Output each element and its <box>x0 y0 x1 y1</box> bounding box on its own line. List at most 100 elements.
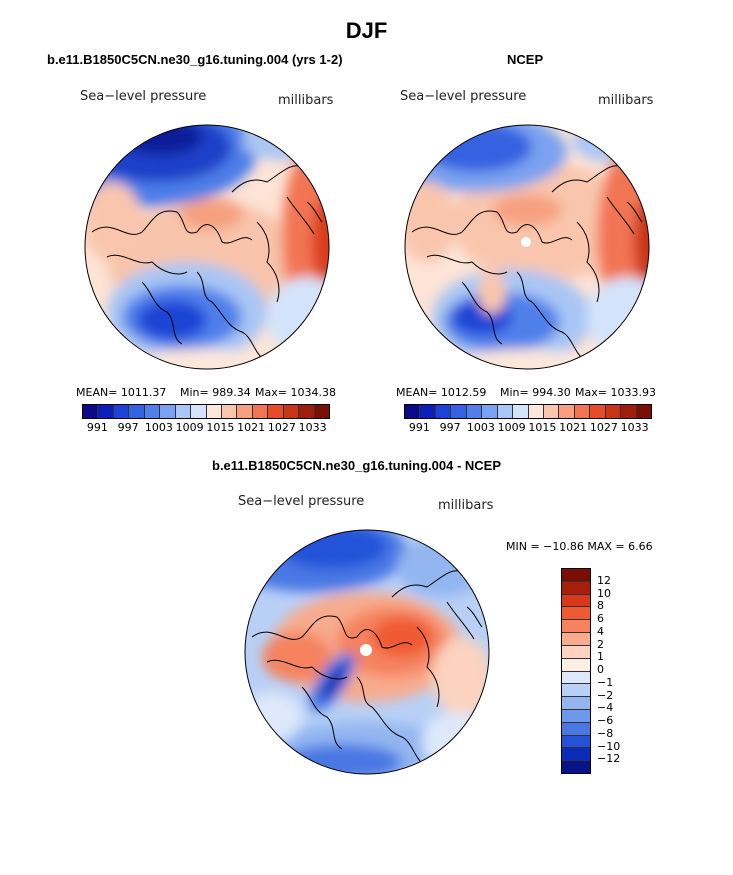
colorbar-swatch <box>435 405 452 418</box>
colorbar-swatch <box>113 405 130 418</box>
colorbar-swatch <box>98 405 114 418</box>
colorbar-swatch <box>206 405 222 418</box>
obs-max-stat: Max= 1033.93 <box>575 386 656 399</box>
colorbar-swatch <box>420 405 436 418</box>
diff-units-label: millibars <box>438 498 494 513</box>
colorbar-swatch <box>562 735 590 749</box>
diff-coastlines <box>251 570 483 766</box>
colorbar-swatch <box>221 405 238 418</box>
colorbar-swatch <box>83 405 99 418</box>
model-max-stat: Max= 1034.38 <box>255 386 336 399</box>
colorbar-swatch <box>590 405 606 418</box>
colorbar-swatch <box>237 405 253 418</box>
missing-data-pole <box>521 237 531 247</box>
diff-minmax-stat: MIN = −10.86 MAX = 6.66 <box>506 540 653 553</box>
diff-polar-map <box>244 529 490 775</box>
colorbar-tick-label: 1027 <box>267 421 296 434</box>
colorbar-swatch <box>466 405 483 418</box>
colorbar-swatch <box>129 405 145 418</box>
colorbar-swatch <box>528 405 544 418</box>
model-coastlines <box>91 165 323 361</box>
obs-min-stat: Min= 994.30 <box>500 386 571 399</box>
colorbar-tick-label: −2 <box>597 688 614 702</box>
colorbar-swatch <box>562 722 590 736</box>
obs-panel-title: NCEP <box>507 52 544 67</box>
colorbar-swatch <box>562 620 590 634</box>
obs-mean-stat: MEAN= 1012.59 <box>396 386 487 399</box>
colorbar-tick-label: 8 <box>597 599 604 613</box>
model-mean-stat: MEAN= 1011.37 <box>76 386 167 399</box>
diff-variable-label: Sea−level pressure <box>238 494 365 509</box>
colorbar-swatch <box>482 405 498 418</box>
colorbar-swatch <box>605 405 622 418</box>
model-polar-map <box>84 124 330 370</box>
colorbar-tick-label: 6 <box>597 612 604 625</box>
colorbar-swatch <box>144 405 161 418</box>
colorbar-swatch <box>160 405 176 418</box>
colorbar-tick-label: 1027 <box>589 421 618 434</box>
colorbar-tick-label: 1033 <box>298 421 327 434</box>
colorbar-tick-label: −12 <box>597 752 621 766</box>
obs-colorbar <box>404 404 652 419</box>
diff-panel-title: b.e11.B1850C5CN.ne30_g16.tuning.004 - NC… <box>212 458 502 473</box>
colorbar-swatch <box>562 633 590 646</box>
obs-units-label: millibars <box>598 93 654 108</box>
colorbar-swatch <box>513 405 529 418</box>
colorbar-tick-label: 2 <box>597 637 604 651</box>
colorbar-tick-label: −10 <box>597 739 621 753</box>
colorbar-swatch <box>562 581 590 595</box>
colorbar-tick-label: 1015 <box>206 421 235 434</box>
colorbar-tick-label: 1003 <box>466 421 495 434</box>
colorbar-swatch <box>562 697 590 710</box>
colorbar-swatch <box>562 645 590 659</box>
colorbar-tick-label: 1009 <box>175 421 204 434</box>
colorbar-tick-label: 1009 <box>497 421 526 434</box>
colorbar-swatch <box>543 405 560 418</box>
diff-colorbar-ticks: 12 10 8 6 4 2 1 0 −1 −2 −4 −6 −8 −10 −12 <box>561 568 641 772</box>
colorbar-tick-label: 12 <box>597 573 611 587</box>
model-units-label: millibars <box>278 93 334 108</box>
colorbar-swatch <box>451 405 467 418</box>
colorbar-tick-label: 0 <box>597 663 604 676</box>
colorbar-tick-label: 1021 <box>237 421 266 434</box>
colorbar-swatch <box>252 405 269 418</box>
colorbar-tick-label: 997 <box>117 421 139 434</box>
obs-variable-label: Sea−level pressure <box>400 89 527 104</box>
colorbar-tick-label: 991 <box>408 421 430 434</box>
colorbar-tick-label: 1021 <box>559 421 588 434</box>
figure-title: DJF <box>345 18 388 43</box>
obs-polar-map <box>404 124 650 370</box>
colorbar-swatch <box>268 405 284 418</box>
colorbar-swatch <box>562 594 590 608</box>
colorbar-swatch <box>574 405 591 418</box>
model-variable-label: Sea−level pressure <box>80 89 207 104</box>
colorbar-swatch <box>405 405 421 418</box>
colorbar-swatch <box>191 405 207 418</box>
colorbar-swatch <box>175 405 192 418</box>
model-min-stat: Min= 989.34 <box>180 386 251 399</box>
colorbar-swatch <box>562 569 590 582</box>
colorbar-tick-label: 4 <box>597 624 604 638</box>
obs-coastlines <box>411 165 643 361</box>
colorbar-swatch <box>299 405 315 418</box>
colorbar-swatch <box>562 709 590 723</box>
colorbar-tick-label: −6 <box>597 714 614 727</box>
colorbar-tick-label: 1 <box>597 650 604 664</box>
colorbar-swatch <box>314 405 329 418</box>
model-colorbar <box>82 404 330 419</box>
colorbar-swatch <box>497 405 514 418</box>
model-panel-title: b.e11.B1850C5CN.ne30_g16.tuning.004 (yrs… <box>47 52 343 67</box>
colorbar-swatch <box>636 405 651 418</box>
colorbar-tick-label: 1003 <box>144 421 173 434</box>
colorbar-tick-label: 1015 <box>528 421 557 434</box>
colorbar-swatch <box>562 658 590 672</box>
colorbar-tick-label: 1033 <box>620 421 649 434</box>
colorbar-swatch <box>283 405 300 418</box>
colorbar-tick-label: −1 <box>597 675 614 689</box>
diff-colorbar <box>561 568 591 774</box>
colorbar-tick-label: 997 <box>439 421 461 434</box>
colorbar-swatch <box>562 607 590 621</box>
colorbar-swatch <box>562 761 590 773</box>
colorbar-tick-label: −8 <box>597 726 614 740</box>
colorbar-tick-label: 991 <box>86 421 108 434</box>
